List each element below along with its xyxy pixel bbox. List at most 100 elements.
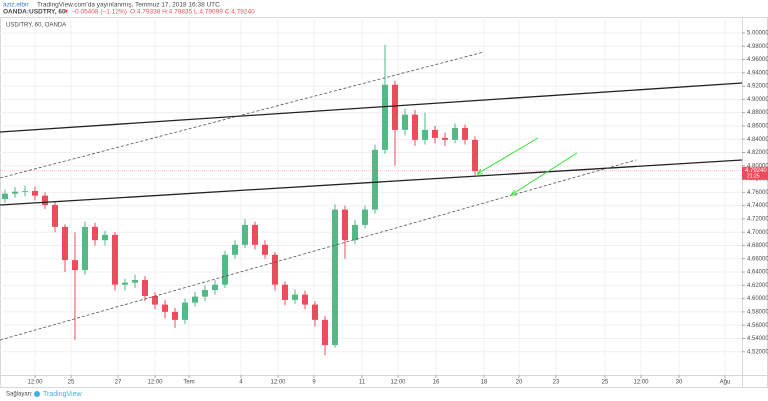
arrow: [510, 152, 578, 196]
x-tick-label: Ağu: [720, 380, 731, 386]
channel-line: [0, 159, 637, 341]
candle-body: [22, 191, 28, 192]
candle-body: [102, 234, 108, 241]
candle-body: [462, 127, 468, 140]
candle-body: [82, 226, 88, 271]
x-tick-label: 23: [553, 380, 560, 386]
candle-body: [432, 129, 438, 138]
candle-body: [292, 294, 298, 300]
candle-body: [342, 209, 348, 241]
x-tick-label: 25: [602, 380, 609, 386]
y-tick-label: 4.72000: [747, 216, 768, 222]
arrow-head: [476, 168, 483, 175]
candle-body: [52, 204, 58, 227]
candle-body: [32, 191, 38, 196]
trendline: [0, 159, 743, 206]
candle-body: [222, 254, 228, 285]
x-tick-label: 12:00: [633, 380, 649, 386]
candle-body: [252, 224, 258, 245]
y-tick-label: 4.68000: [747, 243, 768, 249]
channel-line: [0, 51, 485, 179]
chart-title: USD/TRY, 60, OANDA: [6, 23, 66, 29]
candle-body: [202, 289, 208, 297]
candle-body: [12, 191, 18, 194]
y-tick-label: 4.98000: [747, 44, 768, 50]
candle-body: [272, 254, 278, 285]
y-tick-label: 4.74000: [747, 203, 768, 209]
candle-body: [112, 234, 118, 285]
ohlc: O:4.79338 H:4.79835 L:4.79099 C:4.79240: [130, 9, 255, 16]
brand[interactable]: TradingView: [43, 391, 82, 398]
candle-body: [442, 137, 448, 140]
y-tick-label: 4.62000: [747, 283, 768, 289]
axes: 4.52000 4.54000 4.56000 4.58000 4.60000 4.620…: [27, 31, 768, 386]
candle-body: [402, 114, 408, 130]
candle-body: [422, 129, 428, 140]
x-tick-label: 27: [115, 380, 122, 386]
arrow: [476, 137, 539, 175]
candle-body: [392, 84, 398, 130]
candle-body: [42, 195, 48, 205]
x-tick-label: 12:00: [390, 380, 406, 386]
candle-body: [362, 209, 368, 225]
x-tick-label: 12:00: [270, 380, 286, 386]
candle-body: [412, 114, 418, 140]
candle-body: [72, 260, 78, 271]
countdown: 21:25: [747, 174, 760, 180]
y-tick-label: 4.64000: [747, 270, 768, 276]
y-tick-label: 4.80000: [747, 163, 768, 169]
candle-body: [232, 244, 238, 255]
candle-body: [262, 244, 268, 255]
change: ▼ −0.05408 (−1.12%): [63, 9, 127, 16]
candle-body: [282, 284, 288, 300]
candle-body: [332, 209, 338, 346]
x-tick-label: 11: [359, 380, 366, 386]
candle-body: [172, 311, 178, 320]
y-tick-label: 4.76000: [747, 190, 768, 196]
candle-body: [372, 149, 378, 210]
x-tick-label: 16: [433, 380, 440, 386]
x-tick-label: 18: [481, 380, 488, 386]
candle-body: [152, 295, 158, 305]
candle-body: [182, 302, 188, 320]
candle-body: [212, 284, 218, 290]
candle-body: [302, 294, 308, 305]
x-tick-label: 12:00: [147, 380, 163, 386]
candle-body: [452, 127, 458, 140]
candle-body: [92, 226, 98, 241]
published: TradingView.com'da yayınlanmış, Temmuz 1…: [37, 2, 220, 9]
candle-body: [312, 304, 318, 320]
y-tick-label: 4.56000: [747, 323, 768, 329]
last-price-label: 4.79240: [745, 168, 767, 174]
candle-body: [472, 139, 478, 172]
candle-body: [142, 280, 148, 296]
candle-body: [242, 224, 248, 245]
y-tick-label: 4.52000: [747, 349, 768, 355]
candle-body: [352, 224, 358, 241]
trendline: [0, 82, 743, 133]
provider: Sağlayan:: [6, 392, 33, 398]
candle-body: [122, 282, 128, 285]
candle-body: [322, 319, 328, 346]
candle-body: [132, 280, 138, 283]
candle-body: [2, 193, 8, 199]
y-tick-label: 4.86000: [747, 124, 768, 130]
x-tick-label: 20: [516, 380, 523, 386]
y-tick-label: 4.90000: [747, 97, 768, 103]
y-tick-label: 4.54000: [747, 336, 768, 342]
logo: [34, 391, 40, 397]
grid: [0, 17, 742, 375]
y-tick-label: 4.96000: [747, 57, 768, 63]
x-tick-label: 4: [239, 380, 243, 386]
candle-body: [62, 226, 68, 261]
y-tick-label: 4.82000: [747, 150, 768, 156]
candle-body: [192, 296, 198, 303]
x-tick-label: 25: [68, 380, 75, 386]
symbol: OANDA:USDTRY, 60: [3, 9, 66, 16]
y-tick-label: 4.94000: [747, 70, 768, 76]
author[interactable]: aziz.elbir: [3, 2, 29, 9]
marks: [0, 44, 742, 356]
last-price-box: [742, 166, 768, 180]
y-tick-label: 4.70000: [747, 230, 768, 236]
